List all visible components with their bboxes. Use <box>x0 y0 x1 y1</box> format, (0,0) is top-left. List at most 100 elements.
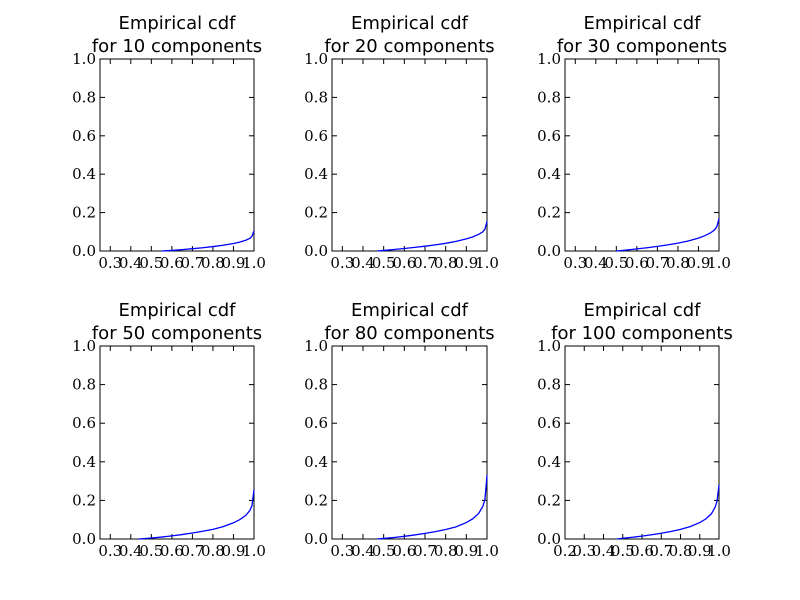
x-tick-label: 0.3 <box>98 542 122 560</box>
chart-title: Empirical cdf for 30 components <box>557 13 727 57</box>
axes-frame <box>99 58 255 252</box>
x-tick-label: 1.0 <box>475 542 499 560</box>
cdf-series-line <box>377 221 488 252</box>
cdf-series-line <box>616 484 720 540</box>
cdf-series-line <box>161 230 255 252</box>
y-tick-label: 0.6 <box>72 127 96 145</box>
x-tick-label: 0.6 <box>630 542 654 560</box>
y-tick-label: 0.0 <box>304 242 328 260</box>
chart-panel-6: Empirical cdf for 100 components0.00.20.4… <box>537 300 733 560</box>
x-tick-label: 0.3 <box>572 542 596 560</box>
x-tick-label: 0.8 <box>434 254 458 272</box>
x-tick-label: 0.5 <box>372 254 396 272</box>
axes-frame <box>331 58 488 252</box>
chart-title-line: for 30 components <box>557 36 727 57</box>
chart-panel-3: Empirical cdf for 30 components0.00.20.40… <box>537 13 731 272</box>
y-tick-label: 0.6 <box>304 414 328 432</box>
x-tick-label: 0.8 <box>669 542 693 560</box>
y-tick-label: 0.6 <box>304 127 328 145</box>
y-tick-label: 0.4 <box>537 165 561 183</box>
x-tick-label: 1.0 <box>707 254 731 272</box>
x-tick-label: 0.4 <box>584 254 608 272</box>
x-tick-label: 0.7 <box>180 542 204 560</box>
cdf-series-line <box>138 489 255 540</box>
x-tick-label: 0.9 <box>454 542 478 560</box>
x-tick-label: 0.4 <box>119 542 143 560</box>
chart-title-line: Empirical cdf <box>118 300 236 321</box>
y-tick-label: 0.8 <box>537 88 561 106</box>
chart-title-line: Empirical cdf <box>351 300 469 321</box>
x-tick-label: 0.9 <box>688 542 712 560</box>
chart-panel-1: Empirical cdf for 10 components0.00.20.40… <box>72 13 266 272</box>
y-tick-label: 0.6 <box>537 127 561 145</box>
y-tick-label: 0.8 <box>304 88 328 106</box>
chart-title: Empirical cdf for 80 components <box>324 300 494 344</box>
x-tick-label: 0.8 <box>666 254 690 272</box>
chart-title: Empirical cdf for 50 components <box>92 300 262 344</box>
x-tick-label: 0.7 <box>645 254 669 272</box>
y-tick-label: 0.4 <box>72 165 96 183</box>
x-tick-label: 0.3 <box>330 254 354 272</box>
y-tick-label: 0.6 <box>72 414 96 432</box>
x-tick-label: 0.5 <box>139 542 163 560</box>
chart-title-line: for 20 components <box>324 36 494 57</box>
y-tick-label: 0.2 <box>537 491 561 509</box>
chart-title-line: Empirical cdf <box>583 13 701 34</box>
y-tick-label: 1.0 <box>304 50 328 68</box>
x-tick-label: 0.7 <box>413 542 437 560</box>
axes-frame <box>331 345 488 540</box>
x-tick-label: 0.9 <box>687 254 711 272</box>
x-tick-label: 0.8 <box>434 542 458 560</box>
chart-title-line: Empirical cdf <box>118 13 236 34</box>
chart-title-line: Empirical cdf <box>583 300 701 321</box>
y-tick-label: 0.8 <box>72 376 96 394</box>
x-tick-label: 0.6 <box>392 254 416 272</box>
y-tick-label: 0.4 <box>304 165 328 183</box>
chart-panel-5: Empirical cdf for 80 components0.00.20.40… <box>304 300 499 560</box>
x-tick-label: 0.6 <box>392 542 416 560</box>
y-tick-label: 0.6 <box>537 414 561 432</box>
y-tick-label: 0.2 <box>304 491 328 509</box>
x-tick-label: 0.4 <box>351 542 375 560</box>
x-tick-label: 0.2 <box>553 542 577 560</box>
x-tick-label: 0.9 <box>222 542 246 560</box>
y-tick-label: 0.8 <box>72 88 96 106</box>
cdf-series-line <box>616 218 720 252</box>
y-tick-label: 0.0 <box>304 530 328 548</box>
x-tick-label: 0.7 <box>649 542 673 560</box>
chart-title: Empirical cdf for 10 components <box>92 13 262 57</box>
chart-title: Empirical cdf for 20 components <box>324 13 494 57</box>
x-tick-label: 0.5 <box>139 254 163 272</box>
x-tick-label: 0.4 <box>592 542 616 560</box>
x-tick-label: 0.8 <box>201 542 225 560</box>
y-tick-label: 1.0 <box>537 337 561 355</box>
x-tick-label: 0.6 <box>625 254 649 272</box>
x-tick-label: 0.3 <box>98 254 122 272</box>
x-tick-label: 0.5 <box>611 542 635 560</box>
x-tick-label: 0.5 <box>372 542 396 560</box>
y-tick-label: 0.0 <box>537 530 561 548</box>
x-tick-label: 0.7 <box>180 254 204 272</box>
y-tick-label: 0.2 <box>72 204 96 222</box>
x-tick-label: 0.3 <box>563 254 587 272</box>
y-tick-label: 1.0 <box>72 50 96 68</box>
x-tick-label: 0.4 <box>119 254 143 272</box>
chart-title-line: for 100 components <box>551 323 733 344</box>
x-tick-label: 0.6 <box>160 254 184 272</box>
y-tick-label: 1.0 <box>537 50 561 68</box>
y-tick-label: 1.0 <box>72 337 96 355</box>
x-tick-label: 0.6 <box>160 542 184 560</box>
x-tick-label: 0.8 <box>201 254 225 272</box>
y-tick-label: 0.4 <box>304 453 328 471</box>
y-tick-label: 0.4 <box>72 453 96 471</box>
chart-title-line: for 80 components <box>324 323 494 344</box>
axes-frame <box>564 345 720 540</box>
x-tick-label: 1.0 <box>242 542 266 560</box>
chart-title: Empirical cdf for 100 components <box>551 300 733 344</box>
chart-title-line: for 50 components <box>92 323 262 344</box>
chart-title-line: Empirical cdf <box>351 13 469 34</box>
y-tick-label: 0.2 <box>304 204 328 222</box>
x-tick-label: 0.9 <box>454 254 478 272</box>
y-tick-label: 0.2 <box>537 204 561 222</box>
